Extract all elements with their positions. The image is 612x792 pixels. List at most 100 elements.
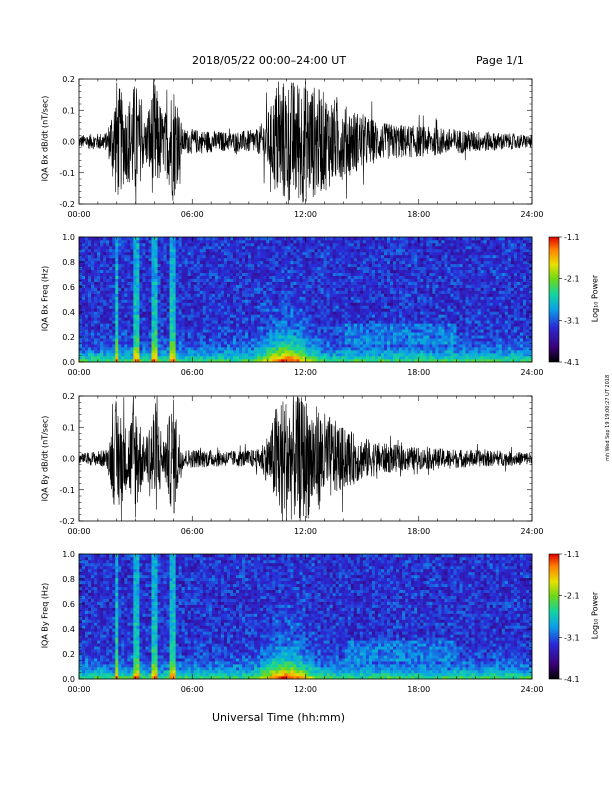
heatmap-cell xyxy=(344,290,349,294)
heatmap-cell xyxy=(97,314,101,318)
heatmap-cell xyxy=(157,356,161,360)
heatmap-cell xyxy=(266,323,270,327)
heatmap-cell xyxy=(423,242,427,247)
heatmap-cell xyxy=(344,335,349,339)
heatmap-cell xyxy=(402,317,406,321)
heatmap-cell xyxy=(217,299,222,303)
heatmap-cell xyxy=(248,293,252,297)
heatmap-cell xyxy=(381,290,385,294)
heatmap-cell xyxy=(387,272,391,276)
heatmap-cell xyxy=(393,308,397,312)
heatmap-cell xyxy=(175,320,179,324)
heatmap-cell xyxy=(254,329,258,333)
heatmap-cell xyxy=(154,254,158,259)
heatmap-cell xyxy=(205,257,210,262)
heatmap-cell xyxy=(211,239,216,244)
heatmap-cell xyxy=(202,245,207,250)
heatmap-cell xyxy=(384,242,388,247)
heatmap-cell xyxy=(302,359,306,363)
heatmap-cell xyxy=(356,338,361,342)
heatmap-cell xyxy=(402,266,406,271)
heatmap-cell xyxy=(269,287,273,291)
heatmap-cell xyxy=(130,344,134,348)
heatmap-cell xyxy=(136,257,140,262)
heatmap-cell xyxy=(248,302,252,306)
heatmap-cell xyxy=(148,326,152,330)
heatmap-cell xyxy=(172,326,176,330)
heatmap-cell xyxy=(326,320,330,324)
heatmap-cell xyxy=(223,323,228,327)
heatmap-cell xyxy=(233,329,237,333)
heatmap-cell xyxy=(332,344,336,348)
heatmap-cell xyxy=(151,356,155,360)
heatmap-cell xyxy=(94,245,98,250)
heatmap-cell xyxy=(368,326,373,330)
heatmap-cell xyxy=(166,269,170,274)
heatmap-cell xyxy=(205,299,210,303)
heatmap-cell xyxy=(142,281,146,285)
heatmap-cell xyxy=(368,305,373,309)
heatmap-cell xyxy=(326,326,330,330)
heatmap-cell xyxy=(85,359,89,363)
heatmap-cell xyxy=(100,320,104,324)
heatmap-cell xyxy=(393,263,397,268)
heatmap-cell xyxy=(142,290,146,294)
heatmap-cell xyxy=(124,347,128,351)
heatmap-cell xyxy=(112,329,116,333)
heatmap-cell xyxy=(136,326,140,330)
heatmap-cell xyxy=(121,239,125,244)
heatmap-cell xyxy=(423,278,427,282)
heatmap-cell xyxy=(148,237,152,241)
heatmap-cell xyxy=(402,302,406,306)
heatmap-cell xyxy=(423,305,427,309)
heatmap-cell xyxy=(278,248,282,253)
heatmap-cell xyxy=(353,350,358,354)
heatmap-cell xyxy=(368,237,373,241)
heatmap-cell xyxy=(230,248,234,253)
heatmap-cell xyxy=(139,341,143,345)
heatmap-cell xyxy=(79,344,83,348)
heatmap-cell xyxy=(317,257,321,262)
heatmap-cell xyxy=(317,245,321,250)
heatmap-cell xyxy=(305,281,309,285)
heatmap-cell xyxy=(85,302,89,306)
heatmap-cell xyxy=(100,347,104,351)
heatmap-cell xyxy=(284,260,288,265)
heatmap-cell xyxy=(196,269,201,274)
heatmap-cell xyxy=(163,239,167,244)
heatmap-cell xyxy=(214,341,219,345)
heatmap-cell xyxy=(368,350,373,354)
heatmap-cell xyxy=(384,251,388,256)
heatmap-cell xyxy=(402,326,406,330)
heatmap-cell xyxy=(320,344,324,348)
heatmap-cell xyxy=(157,317,161,321)
heatmap-cell xyxy=(236,296,240,300)
heatmap-cell xyxy=(420,251,424,256)
heatmap-cell xyxy=(368,317,373,321)
heatmap-cell xyxy=(314,251,318,256)
heatmap-cell xyxy=(399,344,403,348)
heatmap-cell xyxy=(214,245,219,250)
heatmap-cell xyxy=(85,356,89,360)
heatmap-cell xyxy=(169,341,173,345)
heatmap-cell xyxy=(341,326,346,330)
heatmap-cell xyxy=(384,299,388,303)
heatmap-cell xyxy=(142,347,146,351)
heatmap-cell xyxy=(190,266,195,271)
heatmap-cell xyxy=(408,341,412,345)
heatmap-cell xyxy=(91,302,95,306)
heatmap-cell xyxy=(127,290,131,294)
heatmap-cell xyxy=(374,263,379,268)
heatmap-cell xyxy=(133,305,137,309)
heatmap-cell xyxy=(163,254,167,259)
heatmap-cell xyxy=(172,341,176,345)
heatmap-cell xyxy=(311,281,315,285)
heatmap-cell xyxy=(381,254,385,259)
heatmap-cell xyxy=(148,299,152,303)
heatmap-cell xyxy=(100,359,104,363)
heatmap-cell xyxy=(341,242,346,247)
heatmap-cell xyxy=(377,263,382,268)
heatmap-cell xyxy=(82,305,86,309)
heatmap-cell xyxy=(91,284,95,288)
heatmap-cell xyxy=(211,353,216,357)
